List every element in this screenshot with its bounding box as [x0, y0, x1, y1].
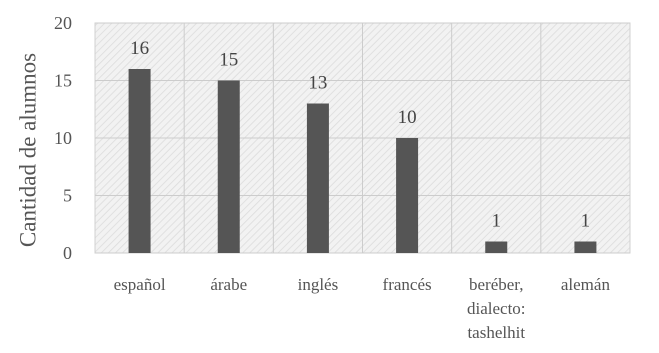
bar: [306, 103, 329, 253]
x-category-label: beréber, dialecto: tashelhit: [467, 275, 526, 342]
bar: [485, 241, 508, 253]
x-category-label: árabe: [210, 275, 247, 294]
x-axis-categories: español árabe inglés francés beréber, dialect…: [114, 275, 611, 342]
data-label: 16: [130, 38, 149, 59]
x-category-label: español: [114, 275, 166, 294]
data-label: 1: [581, 211, 591, 232]
data-label: 13: [308, 73, 327, 94]
x-category-label: alemán: [561, 275, 611, 294]
bar: [396, 138, 419, 253]
y-tick-label: 15: [54, 71, 72, 91]
data-label: 1: [492, 211, 502, 232]
y-tick-label: 10: [54, 128, 72, 148]
data-label: 10: [398, 107, 417, 128]
data-label: 15: [219, 50, 238, 71]
bar: [574, 241, 597, 253]
x-category-label: inglés: [298, 275, 339, 294]
bars: [128, 69, 597, 253]
y-tick-label: 20: [54, 13, 72, 33]
y-axis-title: Cantidad de alumnos: [15, 53, 40, 247]
bar: [128, 69, 151, 253]
data-labels: 16 15 13 10 1 1: [130, 38, 590, 232]
y-tick-label: 0: [63, 243, 72, 263]
gridlines: [95, 22, 630, 254]
y-tick-label: 5: [63, 186, 72, 206]
y-axis-ticks: 0 5 10 15 20: [54, 13, 72, 263]
x-category-label: francés: [383, 275, 432, 294]
bar: [217, 80, 240, 253]
